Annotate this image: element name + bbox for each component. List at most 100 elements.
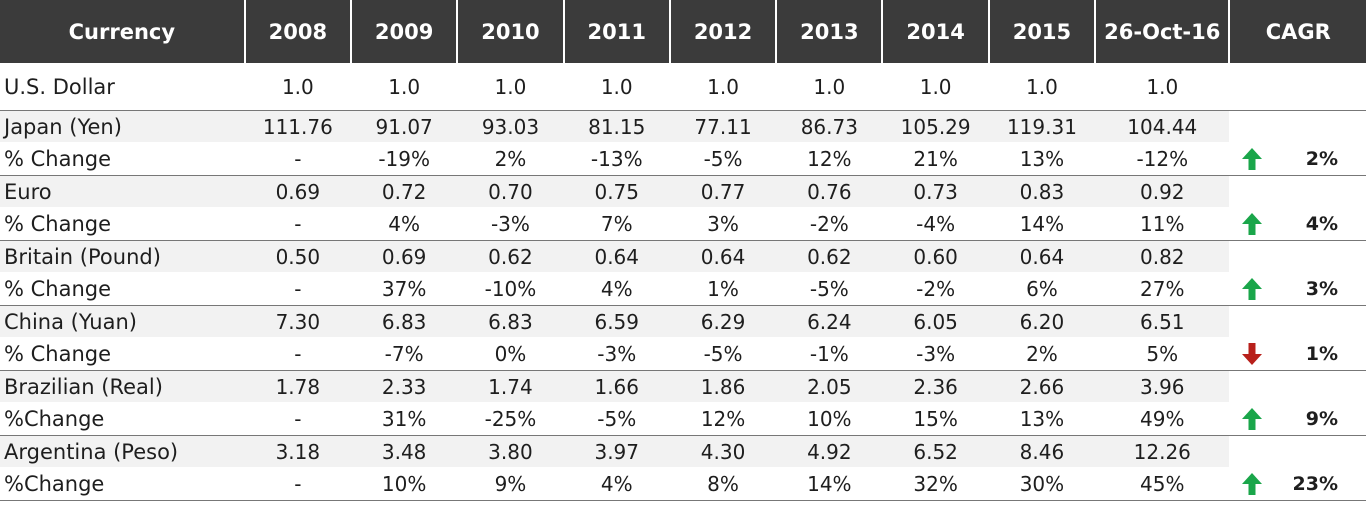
cagr-group: 3% (1229, 272, 1366, 305)
cagr-spacer (1229, 240, 1366, 272)
change-cell: 45% (1095, 467, 1230, 501)
rate-cell: 77.11 (669, 110, 777, 142)
change-cell: - (244, 142, 351, 176)
change-cell: -12% (1095, 142, 1230, 176)
change-cell: 30% (988, 467, 1096, 501)
table-row-change: % Change -37% -10% 4% 1% -5% -2% 6% 27% 3% (0, 272, 1366, 306)
cagr-cell: 4% (1229, 207, 1366, 241)
cagr-spacer (1229, 435, 1366, 467)
arrow-up-icon (1242, 147, 1263, 170)
table-row-change: %Change -10% 9% 4% 8% 14% 32% 30% 45% 23% (0, 467, 1366, 501)
change-cell: - (244, 207, 351, 241)
change-cell: -7% (351, 337, 458, 371)
cagr-value: 9% (1305, 407, 1338, 430)
rate-cell: 1.0 (776, 63, 883, 111)
column-header: Currency (0, 0, 246, 63)
rate-cell: 0.62 (457, 240, 564, 272)
change-cell: 10% (776, 402, 883, 436)
cagr-value: 2% (1305, 147, 1338, 170)
table-row-change: %Change -31% -25% -5% 12% 10% 15% 13% 49% 9% (0, 402, 1366, 436)
change-cell: -3% (563, 337, 670, 371)
rate-cell: 0.75 (563, 175, 670, 207)
change-cell: -4% (882, 207, 989, 241)
rate-cell: 6.24 (776, 305, 883, 337)
cagr-cell (1229, 63, 1366, 111)
currency-name: China (Yuan) (0, 305, 245, 337)
change-label: % Change (0, 207, 245, 241)
column-header: 2008 (244, 0, 353, 63)
rate-cell: 3.48 (351, 435, 458, 467)
rate-cell: 4.92 (776, 435, 883, 467)
table-row-rate: Brazilian (Real) 1.78 2.33 1.74 1.66 1.86 2.05… (0, 370, 1366, 402)
change-cell: 7% (563, 207, 670, 241)
rate-cell: 0.77 (669, 175, 777, 207)
rate-cell: 0.50 (244, 240, 351, 272)
change-cell: 12% (669, 402, 777, 436)
currency-name: Japan (Yen) (0, 110, 245, 142)
table-row-rate: China (Yuan) 7.30 6.83 6.83 6.59 6.29 6.24 6.05… (0, 305, 1366, 337)
cagr-spacer (1229, 110, 1366, 142)
change-cell: -5% (563, 402, 670, 436)
rate-cell: 0.82 (1095, 240, 1230, 272)
rate-cell: 8.46 (988, 435, 1096, 467)
change-cell: -2% (776, 207, 883, 241)
change-cell: -10% (457, 272, 564, 306)
rate-cell: 1.0 (244, 63, 351, 111)
rate-cell: 6.20 (988, 305, 1096, 337)
rate-cell: 6.83 (351, 305, 458, 337)
rate-cell: 0.76 (776, 175, 883, 207)
rate-cell: 0.69 (351, 240, 458, 272)
change-cell: -19% (351, 142, 458, 176)
cagr-value: 4% (1305, 212, 1338, 235)
rate-cell: 3.97 (563, 435, 670, 467)
rate-cell: 91.07 (351, 110, 458, 142)
rate-cell: 2.66 (988, 370, 1096, 402)
rate-cell: 1.0 (563, 63, 670, 111)
change-label: % Change (0, 337, 245, 371)
table-row-change: % Change - -7% 0% -3% -5% -1% -3% 2% 5% 1% (0, 337, 1366, 371)
rate-cell: 81.15 (563, 110, 670, 142)
change-cell: - (244, 402, 351, 436)
table-row-rate: Euro 0.69 0.72 0.70 0.75 0.77 0.76 0.73 0.83 0.92 (0, 175, 1366, 207)
rate-cell: 0.72 (351, 175, 458, 207)
table-row-change: % Change -4% -3% 7% 3% -2% -4% 14% 11% 4% (0, 207, 1366, 241)
change-cell: 21% (882, 142, 989, 176)
change-cell: 49% (1095, 402, 1230, 436)
column-header: 26-Oct-16 (1095, 0, 1231, 63)
cagr-value: 1% (1305, 342, 1338, 365)
change-cell: 4% (563, 272, 670, 306)
cagr-group: 9% (1229, 402, 1366, 435)
change-cell: 13% (988, 142, 1096, 176)
rate-cell: 105.29 (882, 110, 989, 142)
rate-cell: 0.70 (457, 175, 564, 207)
change-label: %Change (0, 402, 245, 436)
rate-cell: 111.76 (244, 110, 351, 142)
rate-cell: 6.83 (457, 305, 564, 337)
rate-cell: 0.83 (988, 175, 1096, 207)
change-cell: 37% (351, 272, 458, 306)
cagr-group: 23% (1229, 467, 1366, 500)
change-cell: 11% (1095, 207, 1230, 241)
currency-name: Argentina (Peso) (0, 435, 245, 467)
change-cell: 12% (776, 142, 883, 176)
table-row-rate: Britain (Pound) 0.50 0.69 0.62 0.64 0.64 0.62 0… (0, 240, 1366, 272)
rate-cell: 0.73 (882, 175, 989, 207)
rate-cell: 6.05 (882, 305, 989, 337)
change-cell: 15% (882, 402, 989, 436)
change-cell: 0% (457, 337, 564, 371)
currency-table: Currency 2008 2009 2010 2011 2012 2013 2014 2015… (0, 0, 1366, 501)
table-row-change: % Change - -19% 2% -13% -5% 12% 21% 13% -12% 2% (0, 142, 1366, 176)
change-cell: 27% (1095, 272, 1230, 306)
column-header: CAGR (1229, 0, 1366, 63)
change-cell: -5% (669, 142, 777, 176)
change-cell: 13% (988, 402, 1096, 436)
cagr-cell: 2% (1229, 142, 1366, 176)
rate-cell: 3.80 (457, 435, 564, 467)
column-header: 2015 (988, 0, 1097, 63)
cagr-spacer (1229, 305, 1366, 337)
change-cell: -2% (882, 272, 989, 306)
change-cell: 4% (563, 467, 670, 501)
change-cell: -13% (563, 142, 670, 176)
cagr-cell: 9% (1229, 402, 1366, 436)
table-row-rate: Japan (Yen) 111.76 91.07 93.03 81.15 77.11 86.… (0, 110, 1366, 142)
